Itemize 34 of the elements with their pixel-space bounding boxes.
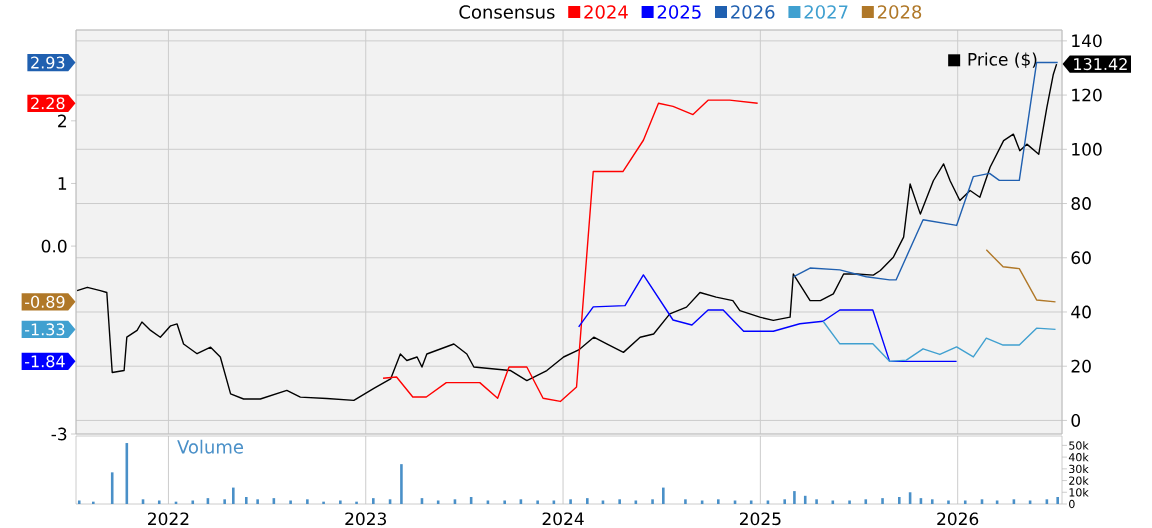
- line-series: [382, 99, 759, 403]
- y-tick-label: 1: [58, 177, 67, 190]
- legend-label: 2024: [584, 5, 628, 19]
- y-tick-label: 2: [58, 114, 66, 128]
- y2-tick-label: 60: [1071, 251, 1091, 265]
- text: 2.93: [31, 56, 65, 69]
- legend-label: Price ($): [968, 52, 1037, 69]
- x-tick-label: 2022: [148, 512, 189, 526]
- text: -1.33: [25, 323, 65, 336]
- x-tick-label: 2023: [345, 512, 387, 526]
- legend-label: 2028: [877, 5, 922, 19]
- y2-tick-label: 120: [1072, 88, 1102, 102]
- line-series: [985, 249, 1057, 303]
- y-tick-label: 0.0: [41, 239, 67, 253]
- y2-tick-label: 140: [1072, 34, 1102, 48]
- y-tick-label: -3: [51, 427, 67, 441]
- y2-tick-label: 100: [1072, 142, 1102, 156]
- legend-label: 2025: [657, 5, 701, 19]
- text: -1.84: [25, 355, 65, 368]
- legend-label: 2027: [804, 5, 848, 19]
- chart-title: Volume: [177, 439, 244, 454]
- line-series: [577, 274, 958, 363]
- line-series: [822, 320, 1057, 363]
- y2-tick-label: 80: [1071, 197, 1091, 210]
- data-label: 131.42: [1074, 58, 1127, 71]
- legend-title: Consensus: [459, 5, 555, 19]
- y2-tick-label: 20: [1071, 359, 1091, 373]
- x-tick-label: 2024: [542, 512, 584, 526]
- y2-tick-label: 40: [1071, 305, 1091, 319]
- text: 2.28: [31, 97, 65, 110]
- x-tick-label: 2025: [739, 512, 781, 526]
- x-tick-label: 2026: [937, 512, 979, 526]
- text: -0.89: [25, 295, 65, 308]
- legend-label: 2026: [731, 5, 775, 19]
